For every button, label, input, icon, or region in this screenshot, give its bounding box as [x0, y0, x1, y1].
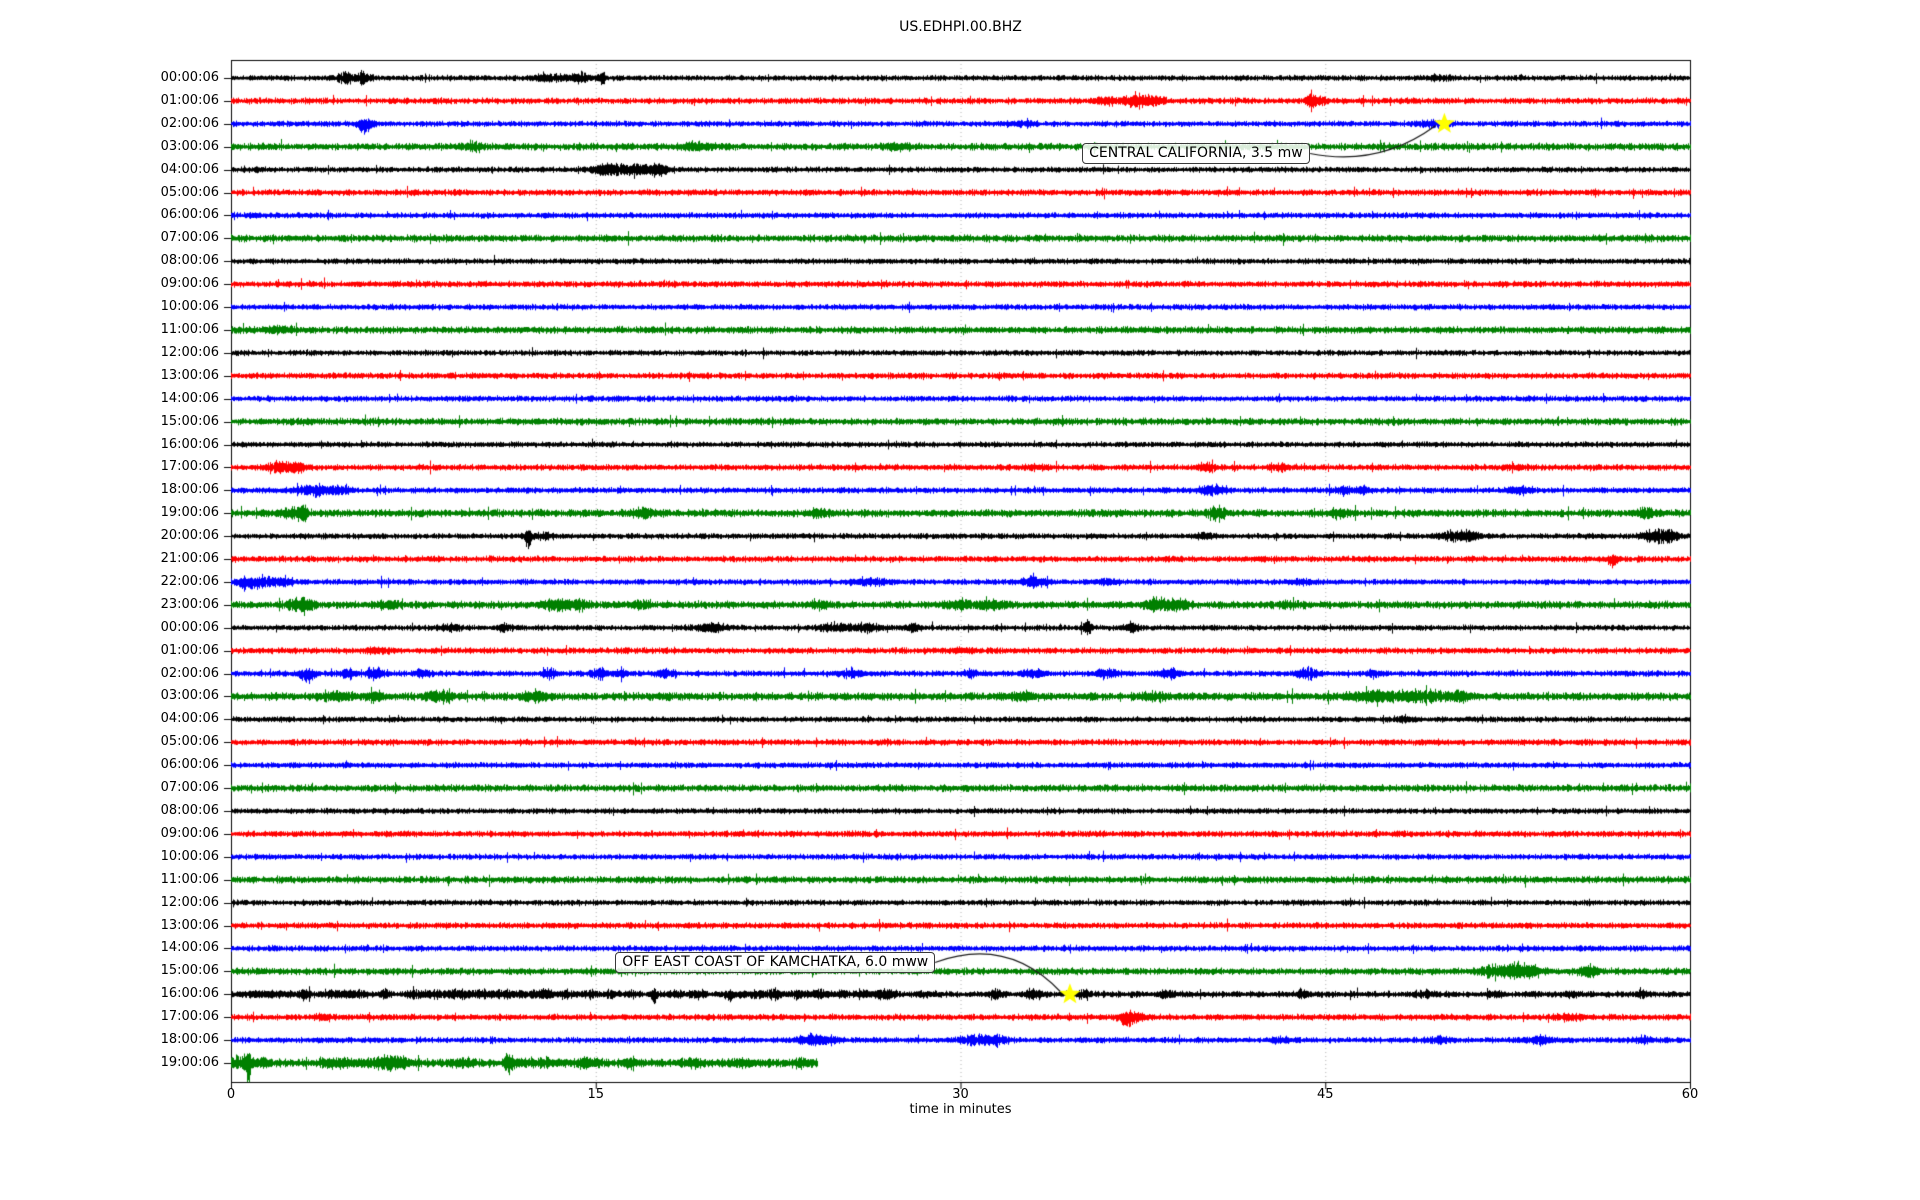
x-tick-label: 0 [226, 1087, 236, 1102]
y-tick-label: 05:00:06 [160, 184, 219, 200]
y-tick-label: 11:00:06 [160, 871, 219, 887]
y-tick-label: 16:00:06 [160, 436, 219, 452]
annotation-text: CENTRAL CALIFORNIA, 3.5 mw [1089, 144, 1303, 161]
y-tick-label: 08:00:06 [160, 253, 219, 269]
y-tick-label: 13:00:06 [160, 367, 219, 383]
annotation-text: OFF EAST COAST OF KAMCHATKA, 6.0 mww [622, 954, 929, 971]
x-tick-label: 30 [952, 1087, 969, 1102]
y-tick-label: 07:00:06 [160, 780, 219, 796]
y-tick-label: 03:00:06 [160, 138, 219, 154]
y-tick-label: 23:00:06 [160, 596, 219, 612]
y-tick-label: 08:00:06 [160, 803, 219, 819]
y-tick-label: 19:00:06 [160, 505, 219, 521]
y-tick-label: 14:00:06 [160, 940, 219, 956]
y-tick-label: 16:00:06 [160, 986, 219, 1002]
y-tick-label: 00:00:06 [160, 70, 219, 85]
y-tick-label: 04:00:06 [160, 711, 219, 727]
annotation-central-california: CENTRAL CALIFORNIA, 3.5 mw [1082, 142, 1310, 164]
y-tick-label: 17:00:06 [160, 459, 219, 475]
y-tick-label: 05:00:06 [160, 734, 219, 750]
y-tick-label: 04:00:06 [160, 161, 219, 177]
y-tick-label: 14:00:06 [160, 390, 219, 406]
chart-title: US.EDHPI.00.BHZ [899, 19, 1022, 35]
y-tick-label: 10:00:06 [160, 299, 219, 315]
y-tick-label: 06:00:06 [160, 757, 219, 773]
y-tick-label: 17:00:06 [160, 1009, 219, 1025]
y-tick-label: 07:00:06 [160, 230, 219, 246]
y-tick-label: 01:00:06 [160, 642, 219, 658]
y-tick-label: 06:00:06 [160, 207, 219, 223]
y-tick-label: 19:00:06 [160, 1055, 219, 1070]
y-tick-label: 15:00:06 [160, 413, 219, 429]
x-tick-label: 45 [1316, 1087, 1334, 1102]
annotation-kamchatka: OFF EAST COAST OF KAMCHATKA, 6.0 mww [615, 952, 936, 974]
y-tick-label: 13:00:06 [160, 917, 219, 933]
y-tick-label: 12:00:06 [160, 894, 219, 910]
y-tick-label: 02:00:06 [160, 665, 219, 681]
y-tick-label: 22:00:06 [160, 573, 219, 589]
y-tick-label: 12:00:06 [160, 344, 219, 360]
y-tick-label: 15:00:06 [160, 963, 219, 979]
y-tick-label: 18:00:06 [160, 482, 219, 498]
y-tick-label: 18:00:06 [160, 1032, 219, 1048]
y-tick-label: 09:00:06 [160, 825, 219, 841]
x-tick-label: 15 [587, 1087, 605, 1102]
x-axis-title: time in minutes [909, 1102, 1012, 1117]
y-tick-label: 03:00:06 [160, 688, 219, 704]
y-tick-label: 21:00:06 [160, 551, 219, 567]
y-tick-label: 11:00:06 [160, 321, 219, 337]
y-tick-label: 02:00:06 [160, 115, 219, 131]
y-tick-label: 20:00:06 [160, 528, 219, 544]
y-tick-label: 01:00:06 [160, 92, 219, 108]
y-tick-label: 10:00:06 [160, 848, 219, 864]
y-tick-label: 09:00:06 [160, 276, 219, 292]
y-tick-label: 00:00:06 [160, 619, 219, 635]
x-tick-label: 60 [1681, 1087, 1699, 1102]
